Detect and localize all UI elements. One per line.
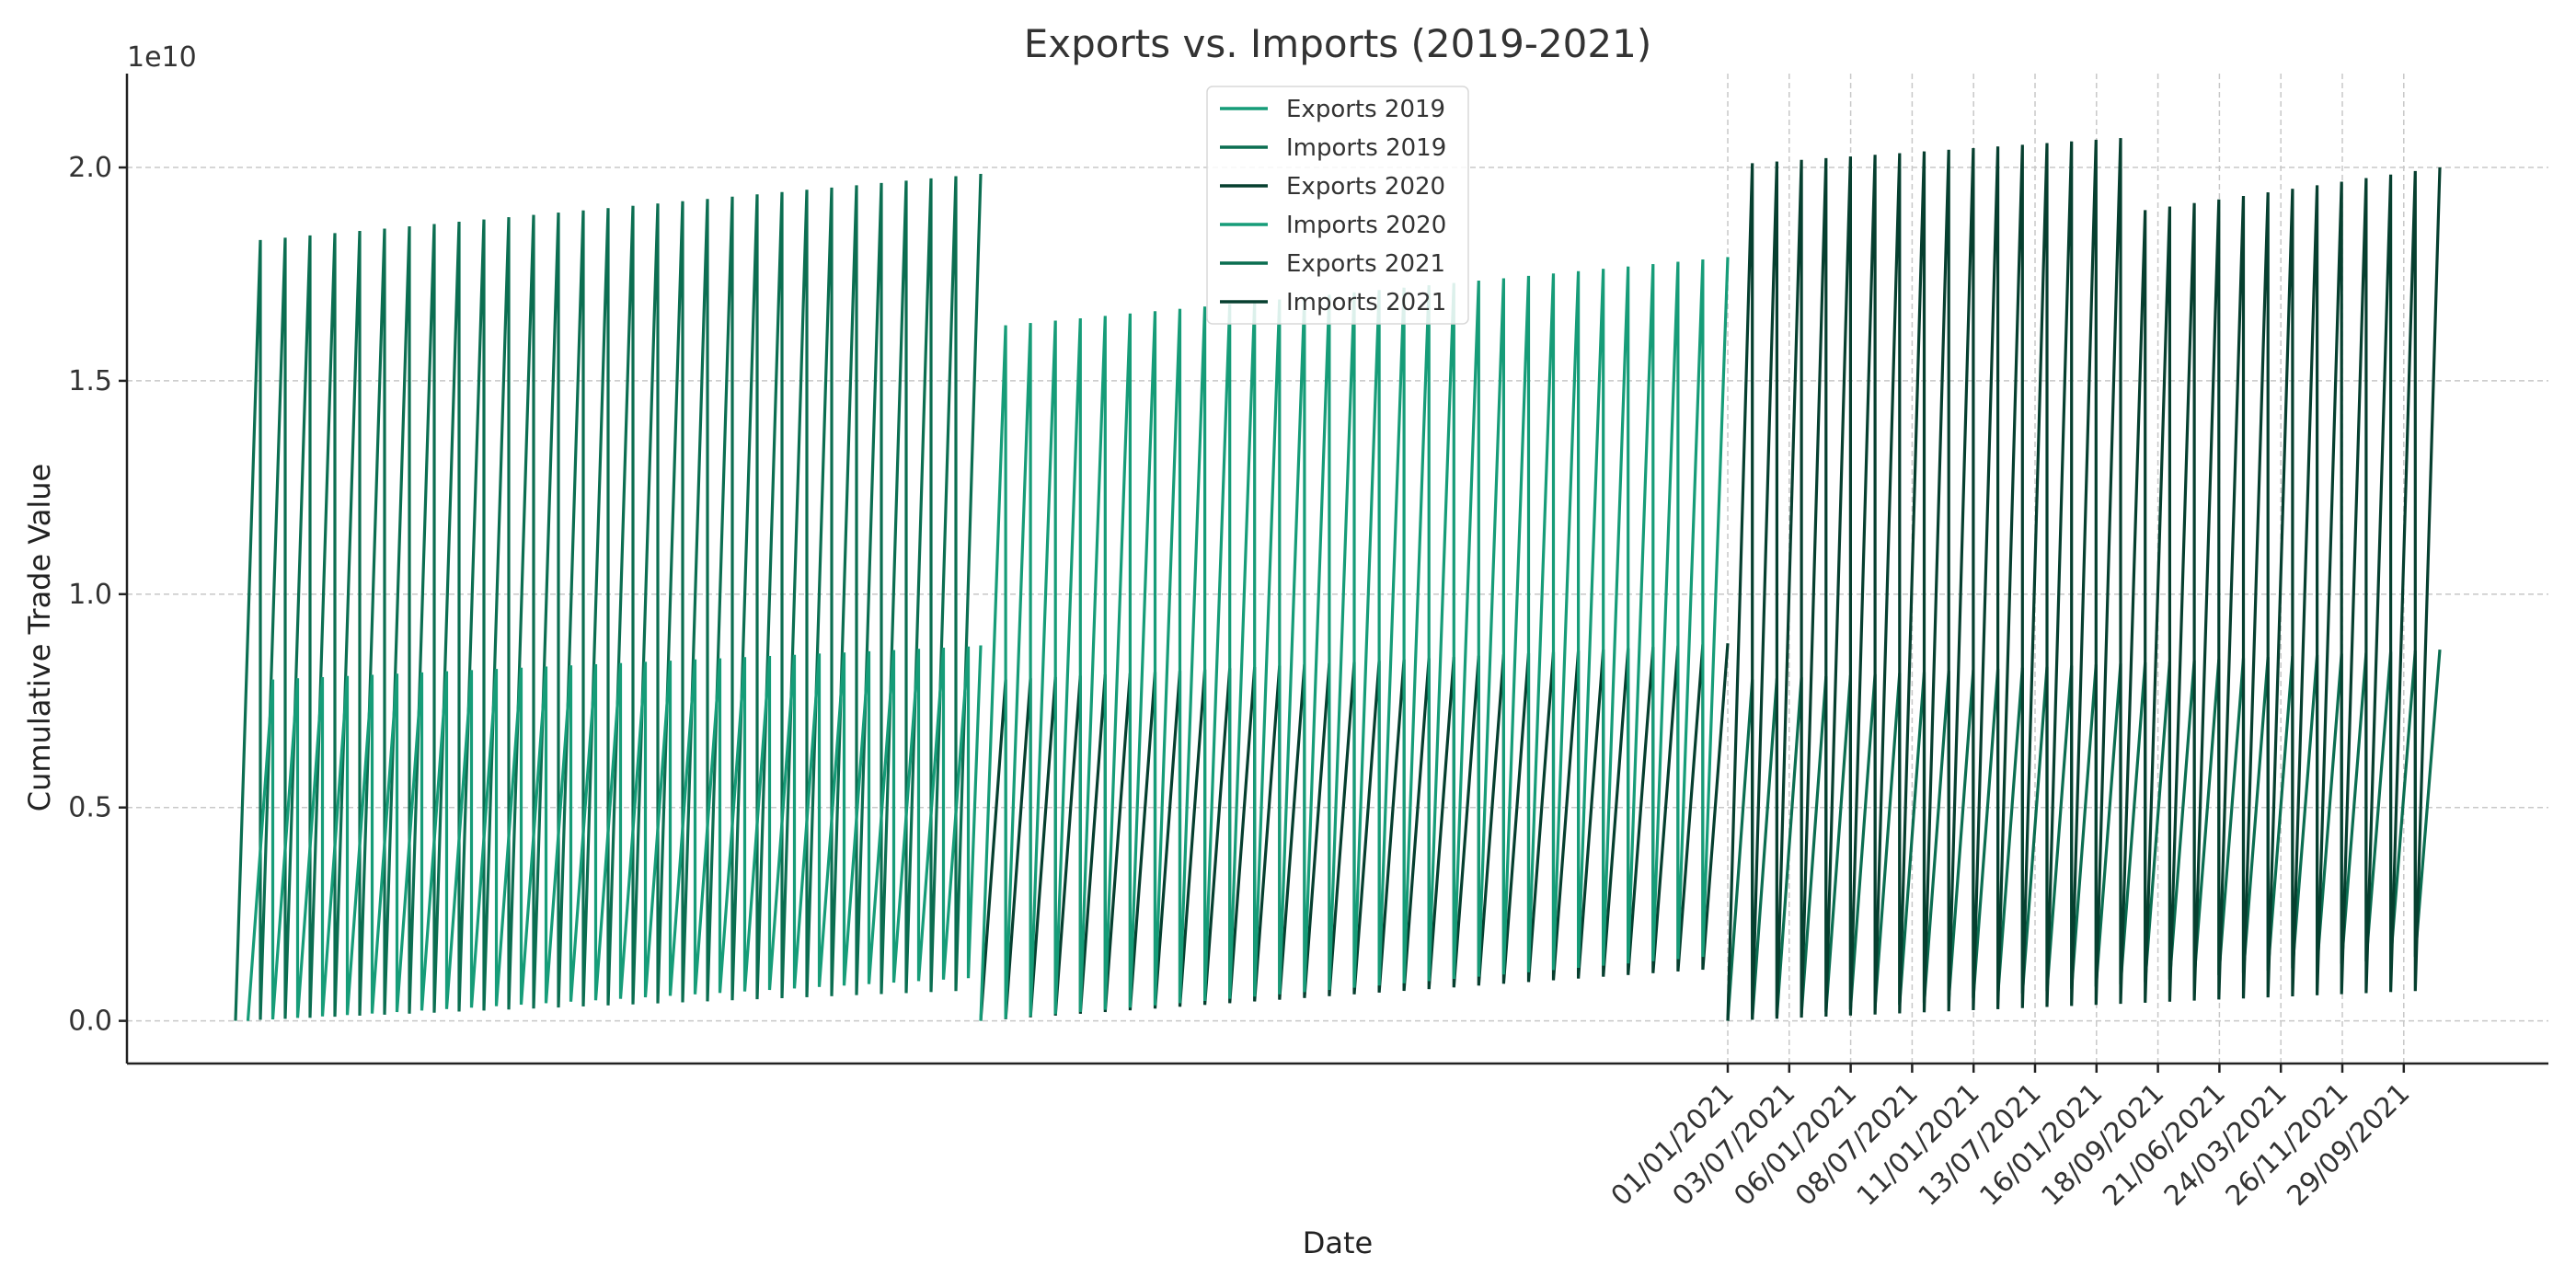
legend-label: Imports 2019 <box>1286 134 1446 162</box>
legend-label: Exports 2019 <box>1286 96 1445 123</box>
legend-label: Exports 2021 <box>1286 250 1445 278</box>
y-tick-label: 1.0 <box>68 579 112 611</box>
series-line-3 <box>979 257 1730 1021</box>
y-tick-label: 0.0 <box>68 1006 112 1038</box>
y-tick-label: 1.5 <box>68 365 112 397</box>
legend-label: Imports 2021 <box>1286 289 1446 316</box>
x-axis-title: Date <box>1303 1225 1373 1260</box>
y-axis-title: Cumulative Trade Value <box>22 464 57 811</box>
series-line-5 <box>1726 138 2442 1021</box>
chart-title: Exports vs. Imports (2019-2021) <box>1024 21 1651 66</box>
series-layer <box>234 138 2442 1021</box>
legend-label: Imports 2020 <box>1286 212 1446 239</box>
series-line-1 <box>234 173 983 1021</box>
series-line-0 <box>246 645 983 1021</box>
y-offset-label: 1e10 <box>127 41 197 74</box>
legend-label: Exports 2020 <box>1286 173 1445 201</box>
y-tick-label: 2.0 <box>68 152 112 184</box>
legend: Exports 2019 Imports 2019 Exports 2020 Impo… <box>1206 86 1469 325</box>
y-tick-label: 0.5 <box>68 792 112 824</box>
legend-box <box>1206 86 1469 325</box>
